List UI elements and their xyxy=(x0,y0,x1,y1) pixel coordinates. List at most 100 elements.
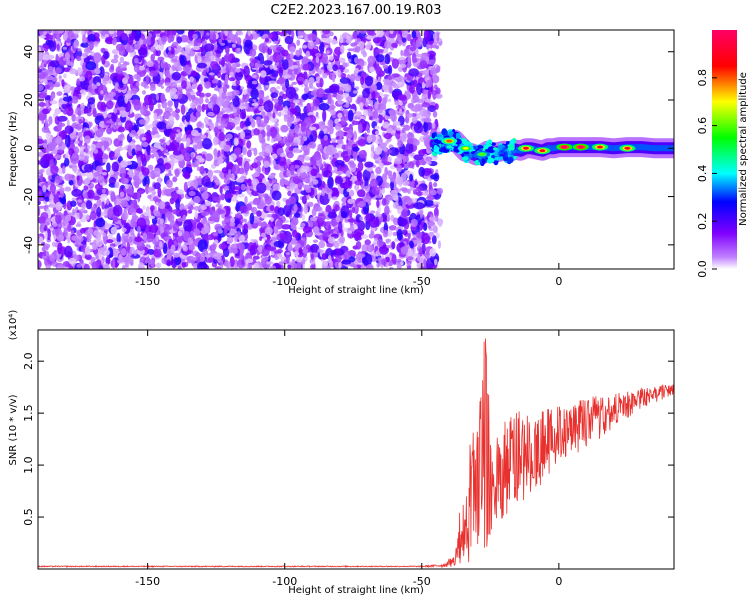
noise-blob xyxy=(177,153,184,162)
noise-blob xyxy=(167,100,173,107)
noise-blob xyxy=(218,243,227,250)
noise-blob xyxy=(373,110,378,116)
noise-blob xyxy=(431,74,440,84)
noise-blob xyxy=(128,236,133,243)
noise-blob xyxy=(234,71,243,81)
noise-blob xyxy=(155,44,162,51)
noise-blob xyxy=(157,103,161,109)
noise-blob xyxy=(177,265,182,269)
noise-blob xyxy=(322,109,327,122)
noise-blob xyxy=(323,229,330,238)
noise-blob xyxy=(116,232,121,245)
noise-blob xyxy=(166,259,171,267)
noise-blob xyxy=(267,33,273,39)
noise-blob xyxy=(113,138,121,147)
noise-blob xyxy=(340,44,345,54)
noise-blob xyxy=(252,197,261,206)
noise-blob xyxy=(355,45,361,53)
noise-blob xyxy=(372,37,381,44)
noise-blob xyxy=(45,132,51,139)
noise-blob xyxy=(200,204,207,211)
noise-blob xyxy=(302,44,308,49)
noise-blob xyxy=(280,224,292,230)
noise-blob xyxy=(171,71,181,81)
noise-blob xyxy=(263,160,270,168)
noise-blob xyxy=(145,74,150,86)
noise-blob xyxy=(68,179,74,186)
noise-blob xyxy=(390,113,397,123)
noise-blob xyxy=(415,159,420,168)
noise-blob xyxy=(349,209,353,219)
noise-blob xyxy=(186,81,191,87)
noise-blob xyxy=(62,32,68,41)
noise-blob xyxy=(426,161,432,165)
noise-blob xyxy=(169,91,177,99)
noise-blob xyxy=(339,36,344,44)
noise-blob xyxy=(177,131,183,138)
noise-blob xyxy=(189,257,197,261)
noise-blob xyxy=(155,93,159,102)
noise-blob xyxy=(255,155,264,161)
noise-blob xyxy=(106,114,113,118)
noise-blob xyxy=(371,230,375,237)
noise-blob xyxy=(230,153,237,162)
noise-blob xyxy=(276,200,281,207)
noise-blob xyxy=(325,37,333,44)
noise-blob xyxy=(321,253,327,260)
noise-blob xyxy=(42,250,47,257)
noise-blob xyxy=(85,245,91,255)
noise-blob xyxy=(42,255,47,259)
noise-blob xyxy=(113,54,119,60)
noise-blob xyxy=(374,237,378,242)
noise-blob xyxy=(85,214,90,221)
noise-blob xyxy=(205,254,211,258)
noise-blob xyxy=(172,209,180,215)
noise-blob xyxy=(124,120,133,131)
noise-blob xyxy=(119,56,125,63)
noise-blob xyxy=(208,70,215,81)
noise-blob xyxy=(197,52,202,57)
noise-blob xyxy=(376,262,380,268)
noise-blob xyxy=(365,101,369,108)
noise-blob xyxy=(405,142,414,154)
noise-blob xyxy=(168,249,173,259)
noise-blob xyxy=(302,63,311,71)
noise-blob xyxy=(175,113,180,121)
noise-blob xyxy=(367,30,375,36)
noise-blob xyxy=(90,257,97,261)
noise-blob xyxy=(117,146,125,151)
noise-blob xyxy=(406,265,412,269)
noise-blob xyxy=(284,50,288,56)
noise-blob xyxy=(276,54,283,62)
noise-blob xyxy=(240,86,245,90)
noise-blob xyxy=(64,173,73,181)
noise-blob xyxy=(140,153,146,163)
noise-blob xyxy=(305,50,311,58)
noise-blob xyxy=(131,148,136,156)
noise-blob xyxy=(359,216,364,221)
noise-blob xyxy=(356,170,361,181)
noise-blob xyxy=(114,262,119,268)
noise-blob xyxy=(387,98,392,103)
noise-blob xyxy=(303,205,308,215)
noise-blob xyxy=(110,226,118,235)
noise-blob xyxy=(226,122,236,130)
noise-blob xyxy=(174,96,179,109)
noise-blob xyxy=(217,114,222,119)
noise-blob xyxy=(106,162,111,173)
noise-blob xyxy=(49,100,58,105)
noise-blob xyxy=(404,90,408,95)
noise-blob xyxy=(204,116,209,125)
noise-blob xyxy=(108,91,116,97)
noise-blob xyxy=(45,39,52,46)
noise-blob xyxy=(434,207,439,218)
noise-blob xyxy=(328,224,332,236)
noise-blob xyxy=(306,102,312,114)
noise-blob xyxy=(62,96,73,102)
noise-blob xyxy=(398,39,402,47)
noise-blob xyxy=(224,193,233,199)
noise-blob xyxy=(300,145,309,152)
noise-blob xyxy=(170,244,176,253)
noise-blob xyxy=(82,36,87,44)
noise-blob xyxy=(201,175,211,187)
